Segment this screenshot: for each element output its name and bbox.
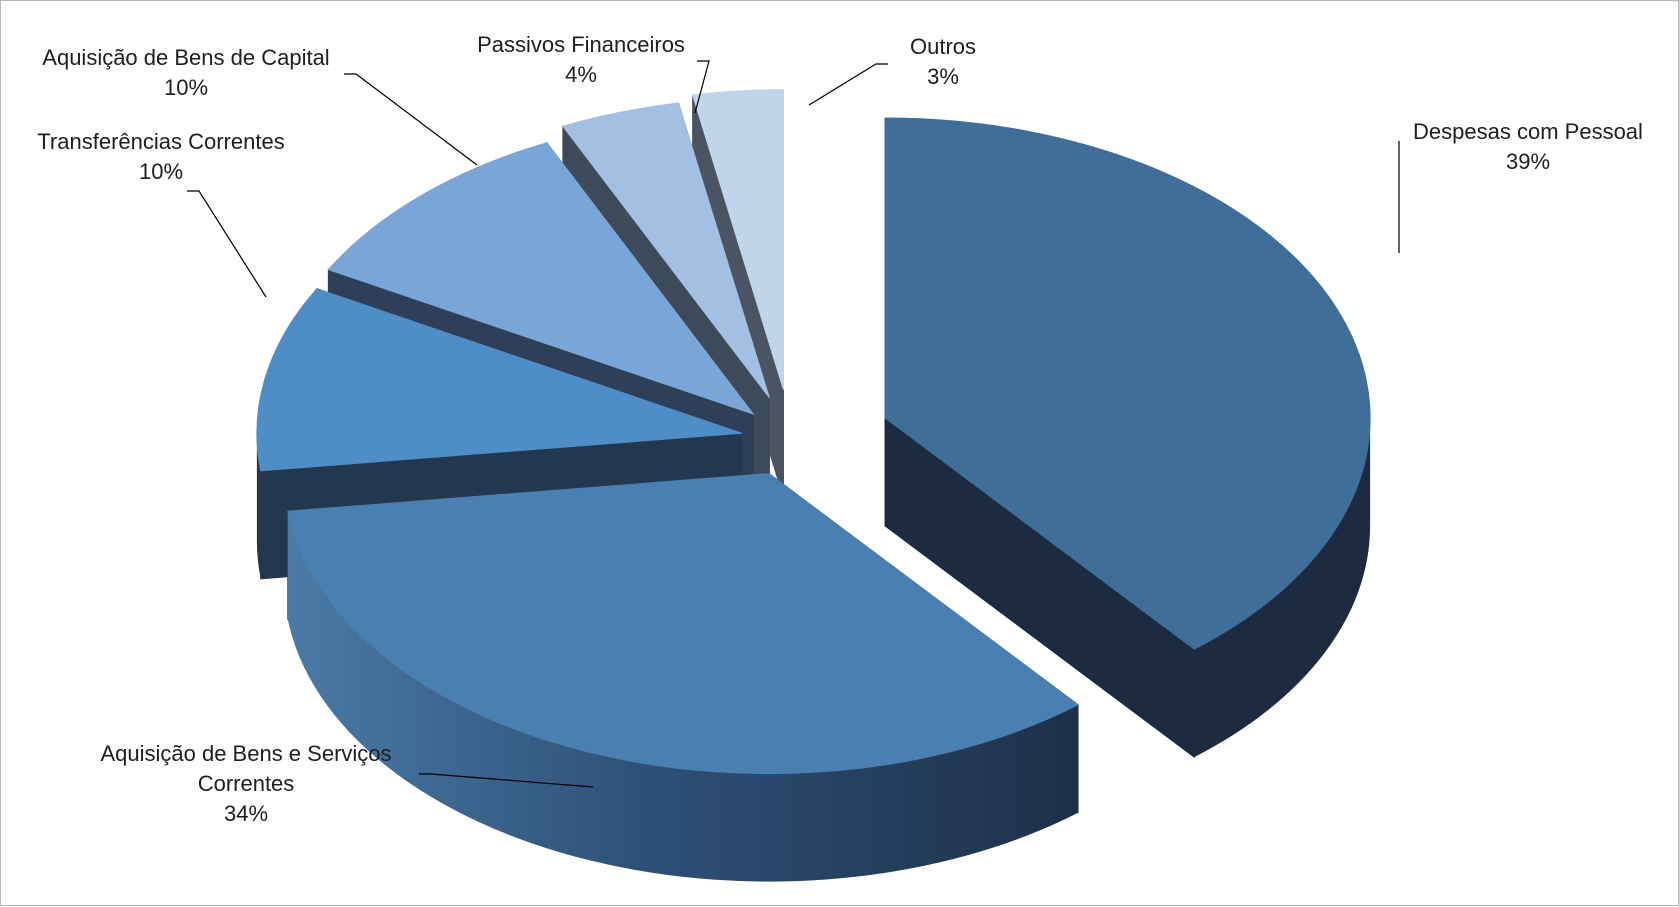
leader-line-5 <box>694 60 710 114</box>
slice-label-3: Transferências Correntes 10% <box>37 129 284 184</box>
slice-top-1 <box>884 117 1371 650</box>
slice-top-6 <box>691 89 784 390</box>
slice-top-3 <box>256 288 743 472</box>
slice-label-4: Aquisição de Bens de Capital 10% <box>42 45 329 100</box>
slice-percent-label: 10% <box>139 159 183 184</box>
slice-top-2 <box>287 473 1080 775</box>
slice-top-4 <box>327 142 755 416</box>
slice-percent-label: 10% <box>164 75 208 100</box>
slice-label-1: Despesas com Pessoal 39% <box>1413 119 1643 174</box>
slice-label-text: Outros <box>910 34 976 59</box>
slice-side-1 <box>1194 417 1371 758</box>
slice-label-text: Correntes <box>198 771 295 796</box>
leader-line-6 <box>808 63 888 106</box>
slice-percent-label: 39% <box>1506 149 1550 174</box>
slice-side-3 <box>256 433 261 579</box>
slice-label-text: Transferências Correntes <box>37 129 284 154</box>
slice-percent-label: 34% <box>224 801 268 826</box>
slice-percent-label: 3% <box>927 64 959 89</box>
pie-slice-1 <box>884 117 1371 759</box>
slice-label-6: Outros 3% <box>910 34 976 89</box>
slice-label-5: Passivos Financeiros 4% <box>477 32 685 87</box>
pie-slice-2 <box>287 472 1080 882</box>
leader-line-2 <box>419 773 594 788</box>
slice-label-2: Aquisição de Bens e Serviços Correntes 34% <box>100 741 391 826</box>
slice-side-2 <box>287 511 1079 882</box>
slice-label-text: Aquisição de Bens e Serviços <box>100 741 391 766</box>
leader-line-3 <box>187 190 267 298</box>
slice-label-text: Aquisição de Bens de Capital <box>42 45 329 70</box>
slice-label-text: Passivos Financeiros <box>477 32 685 57</box>
slice-top-5 <box>562 102 770 399</box>
slice-label-text: Despesas com Pessoal <box>1413 119 1643 144</box>
leader-line-4 <box>344 73 478 166</box>
slice-percent-label: 4% <box>565 62 597 87</box>
